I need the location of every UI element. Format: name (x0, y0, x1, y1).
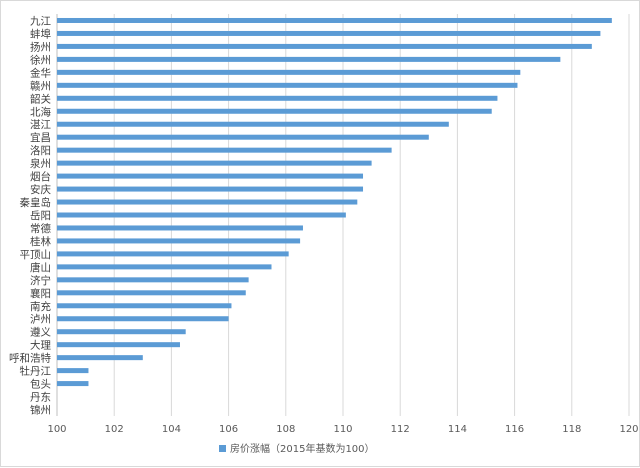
category-label: 扬州 (30, 40, 51, 53)
category-label: 北海 (30, 105, 51, 118)
category-label: 桂林 (30, 235, 51, 248)
bar (57, 56, 561, 62)
category-label: 湛江 (30, 119, 51, 131)
bar (57, 238, 301, 244)
bar (57, 342, 180, 348)
category-label: 牡丹江 (20, 365, 52, 378)
bar (57, 212, 346, 218)
legend-swatch (219, 445, 226, 452)
category-label: 烟台 (30, 170, 51, 183)
x-axis-ticks: 100 102 104 106 108 110 112 114 116 118 120 (47, 424, 638, 435)
x-tick-label: 116 (505, 424, 524, 435)
bar (57, 355, 143, 361)
x-tick-label: 118 (562, 424, 581, 435)
category-label: 南充 (30, 300, 51, 313)
category-label: 金华 (30, 66, 51, 79)
bar (57, 277, 249, 283)
bar (57, 69, 521, 75)
x-tick-label: 120 (619, 424, 638, 435)
bar (57, 134, 429, 140)
category-label: 唐山 (30, 261, 51, 274)
x-tick-label: 100 (47, 424, 66, 435)
category-label: 常德 (30, 222, 51, 235)
category-label: 泸州 (30, 314, 51, 326)
bar (57, 160, 372, 166)
category-label: 宜昌 (30, 131, 51, 144)
x-tick-label: 108 (276, 424, 295, 435)
x-tick-label: 104 (162, 424, 181, 435)
category-label: 锦州 (30, 404, 51, 417)
category-label: 呼和浩特 (9, 353, 51, 365)
legend: 房价涨幅（2015年基数为100） (219, 442, 375, 455)
category-label: 赣州 (30, 79, 51, 92)
bar (57, 173, 364, 179)
bar (57, 43, 592, 49)
category-label: 安庆 (30, 183, 51, 196)
bar (57, 368, 89, 374)
x-tick-label: 102 (105, 424, 124, 435)
bar (57, 381, 89, 387)
bar (57, 186, 364, 192)
category-label: 泉州 (30, 157, 51, 170)
category-label: 岳阳 (30, 210, 51, 222)
category-label: 遵义 (30, 326, 51, 339)
bars (57, 17, 612, 387)
x-tick-label: 112 (391, 424, 410, 435)
category-label: 丹东 (30, 391, 51, 404)
x-tick-label: 106 (219, 424, 238, 435)
x-tick-label: 114 (448, 424, 467, 435)
bar (57, 225, 303, 231)
bar (57, 199, 358, 205)
bar (57, 251, 289, 257)
category-label: 洛阳 (30, 144, 51, 157)
bar (57, 316, 229, 322)
bar (57, 30, 601, 36)
bar (57, 290, 246, 296)
bar (57, 264, 272, 270)
legend-label: 房价涨幅（2015年基数为100） (230, 442, 375, 455)
category-label: 济宁 (30, 274, 51, 287)
category-label: 秦皇岛 (20, 196, 52, 209)
category-label: 九江 (30, 15, 51, 27)
bar (57, 303, 232, 309)
category-label: 包头 (30, 378, 51, 391)
category-label: 韶关 (30, 92, 51, 105)
x-tick-label: 110 (333, 424, 352, 435)
category-label: 襄阳 (30, 287, 51, 300)
category-labels: 九江蚌埠扬州徐州金华赣州韶关北海湛江宜昌洛阳泉州烟台安庆秦皇岛岳阳常德桂林平顶山… (9, 15, 51, 416)
category-label: 蚌埠 (30, 27, 51, 40)
category-label: 大理 (30, 339, 51, 352)
bar (57, 329, 186, 335)
bar (57, 82, 518, 88)
category-label: 徐州 (30, 53, 51, 66)
bar (57, 121, 449, 127)
bar (57, 108, 492, 114)
bar (57, 17, 612, 23)
category-label: 平顶山 (20, 249, 52, 261)
bar (57, 95, 498, 101)
bar (57, 147, 392, 153)
